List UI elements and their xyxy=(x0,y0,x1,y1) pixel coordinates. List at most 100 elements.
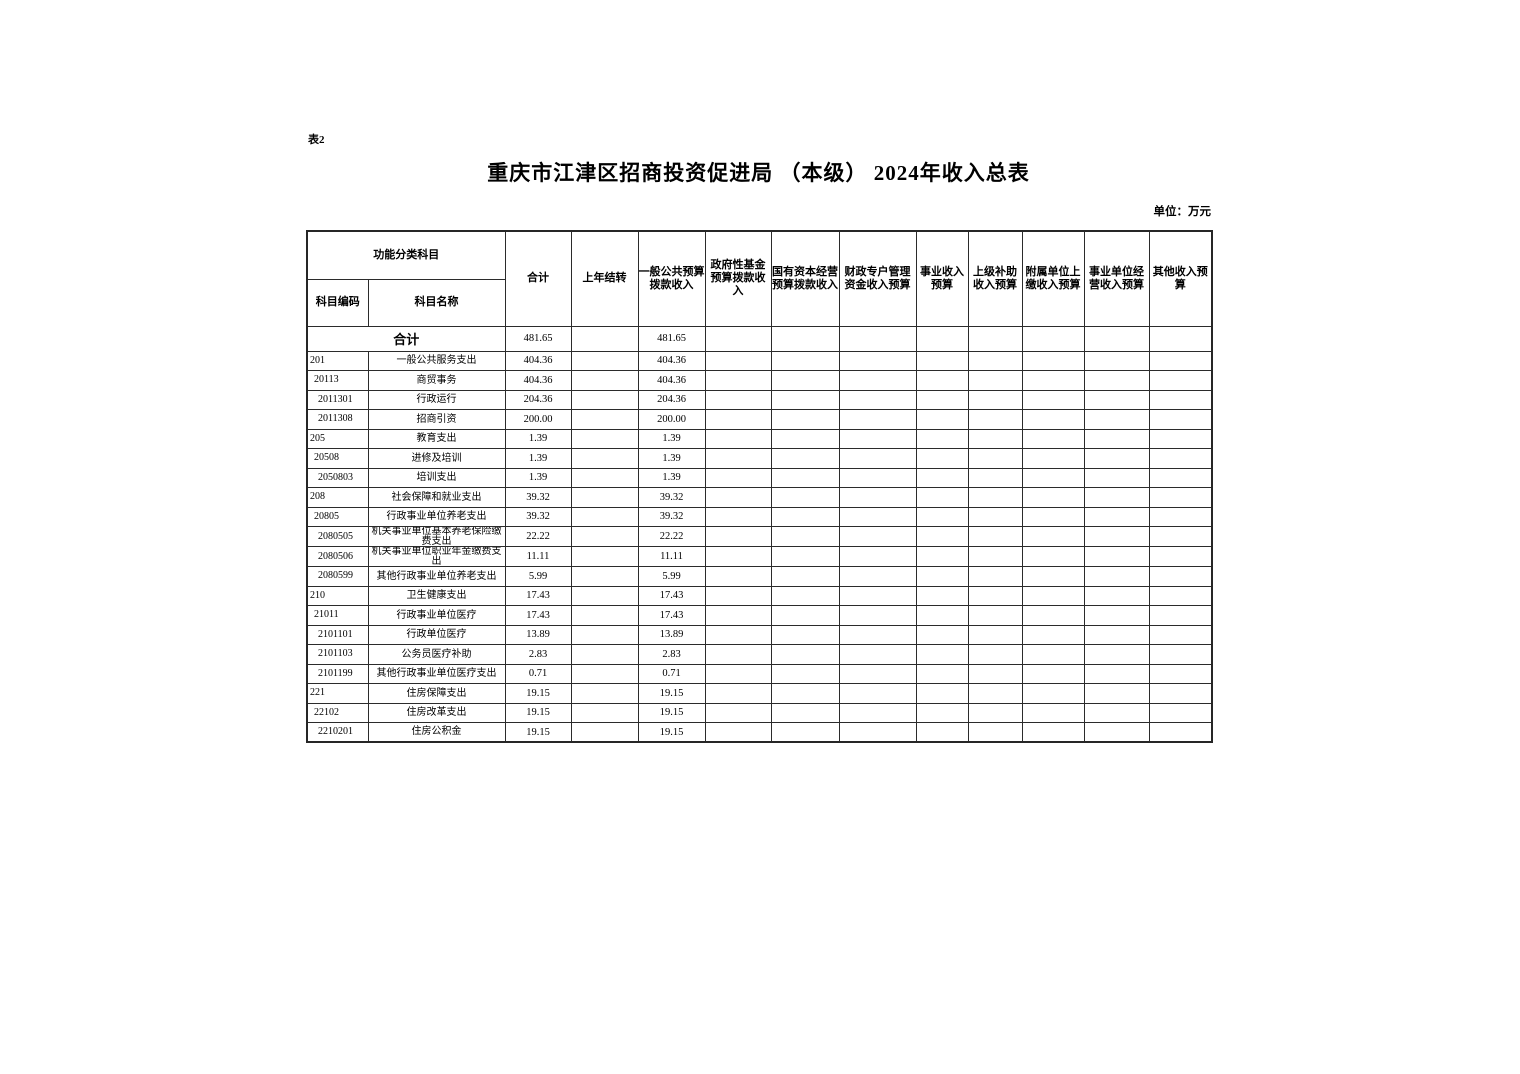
subject-code-cell: 2101103 xyxy=(306,644,369,665)
subject-name-cell: 培训支出 xyxy=(367,467,506,488)
value-cell xyxy=(838,566,917,587)
table-row: 22102 住房改革支出 19.15 19.15 xyxy=(306,702,1213,723)
value-cell xyxy=(704,389,772,410)
value-cell xyxy=(1083,683,1150,704)
subject-name-cell: 公务员医疗补助 xyxy=(367,644,506,665)
value-cell xyxy=(967,644,1023,665)
subject-name-cell: 机关事业单位职业年金缴费支出 xyxy=(367,546,506,567)
value-cell xyxy=(770,546,840,567)
value-cell: 0.71 xyxy=(504,663,572,684)
table-row: 20805 行政事业单位养老支出 39.32 39.32 xyxy=(306,506,1213,527)
value-cell xyxy=(838,526,917,547)
value-cell xyxy=(704,409,772,430)
value-cell xyxy=(570,350,639,371)
value-cell xyxy=(838,546,917,567)
value-cell xyxy=(704,644,772,665)
value-cell xyxy=(1083,370,1150,391)
subject-code-cell: 20508 xyxy=(306,448,369,469)
value-cell xyxy=(570,624,639,645)
value-cell xyxy=(1148,409,1213,430)
value-cell xyxy=(570,605,639,626)
subject-code-cell: 208 xyxy=(306,487,369,508)
value-cell: 0.71 xyxy=(637,663,706,684)
value-cell xyxy=(704,370,772,391)
value-cell: 204.36 xyxy=(637,389,706,410)
value-cell xyxy=(1083,467,1150,488)
value-cell xyxy=(1083,585,1150,606)
value-cell xyxy=(704,487,772,508)
subject-code-cell: 2011301 xyxy=(306,389,369,410)
value-cell: 1.39 xyxy=(504,448,572,469)
value-cell xyxy=(915,350,969,371)
value-cell xyxy=(704,605,772,626)
value-cell xyxy=(1148,605,1213,626)
value-cell xyxy=(967,663,1023,684)
value-cell xyxy=(1021,722,1085,743)
total-row-label: 合计 xyxy=(306,325,506,352)
value-cell xyxy=(1083,546,1150,567)
value-cell xyxy=(967,585,1023,606)
value-cell: 200.00 xyxy=(504,409,572,430)
value-cell xyxy=(570,389,639,410)
value-cell xyxy=(967,370,1023,391)
value-cell xyxy=(704,702,772,723)
header-subject-name: 科目名称 xyxy=(367,278,506,327)
value-cell xyxy=(770,325,840,352)
value-cell xyxy=(704,546,772,567)
table-row: 2011301 行政运行 204.36 204.36 xyxy=(306,389,1213,410)
value-cell xyxy=(1021,605,1085,626)
value-cell xyxy=(838,702,917,723)
value-cell: 13.89 xyxy=(637,624,706,645)
value-cell xyxy=(967,566,1023,587)
value-cell xyxy=(770,487,840,508)
value-cell xyxy=(570,506,639,527)
value-cell xyxy=(915,325,969,352)
value-cell xyxy=(967,722,1023,743)
value-cell: 17.43 xyxy=(637,605,706,626)
value-cell xyxy=(704,350,772,371)
income-summary-table: 功能分类科目 合计 上年结转 一般公共预算拨款收入 政府性基金预算拨款收入 国有… xyxy=(306,230,1213,743)
value-cell: 204.36 xyxy=(504,389,572,410)
value-cell: 19.15 xyxy=(504,722,572,743)
value-cell xyxy=(838,325,917,352)
value-cell xyxy=(1083,448,1150,469)
value-cell xyxy=(770,506,840,527)
value-cell xyxy=(1021,448,1085,469)
table-row: 208 社会保障和就业支出 39.32 39.32 xyxy=(306,487,1213,508)
value-cell xyxy=(915,409,969,430)
value-cell xyxy=(915,467,969,488)
value-cell xyxy=(1148,467,1213,488)
table-row: 20508 进修及培训 1.39 1.39 xyxy=(306,448,1213,469)
value-cell xyxy=(1083,350,1150,371)
value-cell xyxy=(770,467,840,488)
value-cell xyxy=(915,526,969,547)
value-cell xyxy=(1148,566,1213,587)
value-cell xyxy=(570,487,639,508)
value-cell: 13.89 xyxy=(504,624,572,645)
value-cell xyxy=(1148,325,1213,352)
value-cell xyxy=(570,683,639,704)
value-cell xyxy=(704,585,772,606)
value-cell xyxy=(1083,605,1150,626)
value-cell xyxy=(1083,663,1150,684)
value-cell xyxy=(838,487,917,508)
value-cell xyxy=(1148,370,1213,391)
value-cell: 11.11 xyxy=(504,546,572,567)
value-cell: 39.32 xyxy=(637,506,706,527)
value-cell xyxy=(915,506,969,527)
value-cell xyxy=(1083,644,1150,665)
value-cell xyxy=(704,467,772,488)
value-cell xyxy=(967,389,1023,410)
value-cell: 200.00 xyxy=(637,409,706,430)
value-cell xyxy=(1021,389,1085,410)
value-cell: 1.39 xyxy=(504,467,572,488)
value-cell xyxy=(1083,702,1150,723)
value-cell xyxy=(1021,702,1085,723)
value-cell xyxy=(570,526,639,547)
subject-name-cell: 一般公共服务支出 xyxy=(367,350,506,371)
value-cell xyxy=(967,428,1023,449)
page-title: 重庆市江津区招商投资促进局 （本级） 2024年收入总表 xyxy=(487,161,1030,185)
value-cell xyxy=(704,624,772,645)
header-general-public-budget: 一般公共预算拨款收入 xyxy=(637,230,706,327)
value-cell xyxy=(967,467,1023,488)
